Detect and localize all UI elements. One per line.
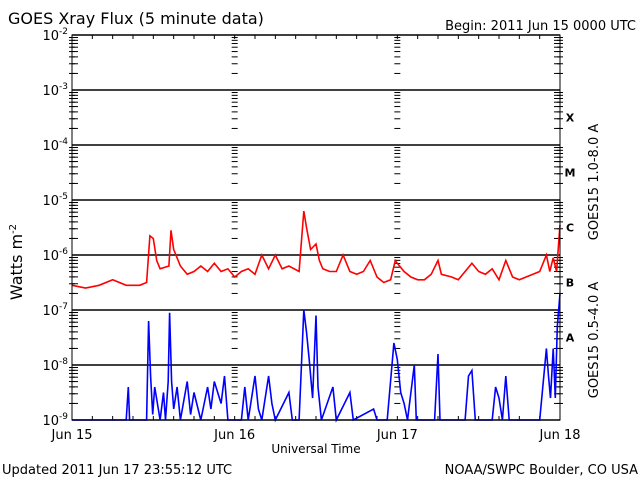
- y-tick-label: 10-5: [42, 192, 68, 209]
- x-tick-labels: Jun 15 Jun 16 Jun 17 Jun 18: [51, 428, 581, 443]
- y-tick-label: 10-3: [42, 82, 68, 99]
- flare-class-label: M: [565, 167, 576, 180]
- flare-class-label: A: [566, 332, 575, 345]
- y-tick-labels: 10-2 10-3 10-4 10-5 10-6 10-7 10-8 10-9: [42, 27, 68, 429]
- x-tick-label: Jun 17: [376, 428, 418, 443]
- flare-class-label: C: [566, 222, 574, 235]
- grid: [72, 34, 560, 421]
- flare-class-label: B: [566, 277, 574, 290]
- x-tick-label: Jun 16: [213, 428, 255, 443]
- y-tick-label: 10-2: [42, 27, 68, 44]
- x-tick-label: Jun 15: [51, 428, 93, 443]
- chart-title: GOES Xray Flux (5 minute data): [8, 9, 264, 28]
- legend-short-channel: GOES15 0.5-4.0 A: [587, 282, 602, 399]
- credit-label: NOAA/SWPC Boulder, CO USA: [445, 463, 638, 478]
- updated-timestamp: Updated 2011 Jun 17 23:55:12 UTC: [2, 463, 232, 478]
- axis-ticks: [69, 35, 563, 420]
- flare-class-labels: X M C B A: [565, 112, 576, 345]
- plot-frame: [71, 34, 561, 421]
- y-tick-label: 10-9: [42, 412, 68, 429]
- x-tick-label: Jun 18: [539, 428, 581, 443]
- series-lines: [71, 210, 561, 423]
- begin-label: Begin: 2011 Jun 15 0000 UTC: [445, 19, 636, 34]
- y-tick-label: 10-6: [42, 247, 68, 264]
- y-axis-label: Watts m-2: [7, 224, 26, 300]
- y-tick-label: 10-4: [42, 137, 68, 154]
- series-line-short-channel: [72, 293, 561, 423]
- legend-long-channel: GOES15 1.0-8.0 A: [587, 124, 602, 241]
- series-line-long-channel: [71, 210, 561, 289]
- y-tick-label: 10-7: [42, 302, 68, 319]
- y-tick-label: 10-8: [42, 357, 68, 374]
- x-axis-label: Universal Time: [271, 442, 360, 456]
- flare-class-label: X: [566, 112, 575, 125]
